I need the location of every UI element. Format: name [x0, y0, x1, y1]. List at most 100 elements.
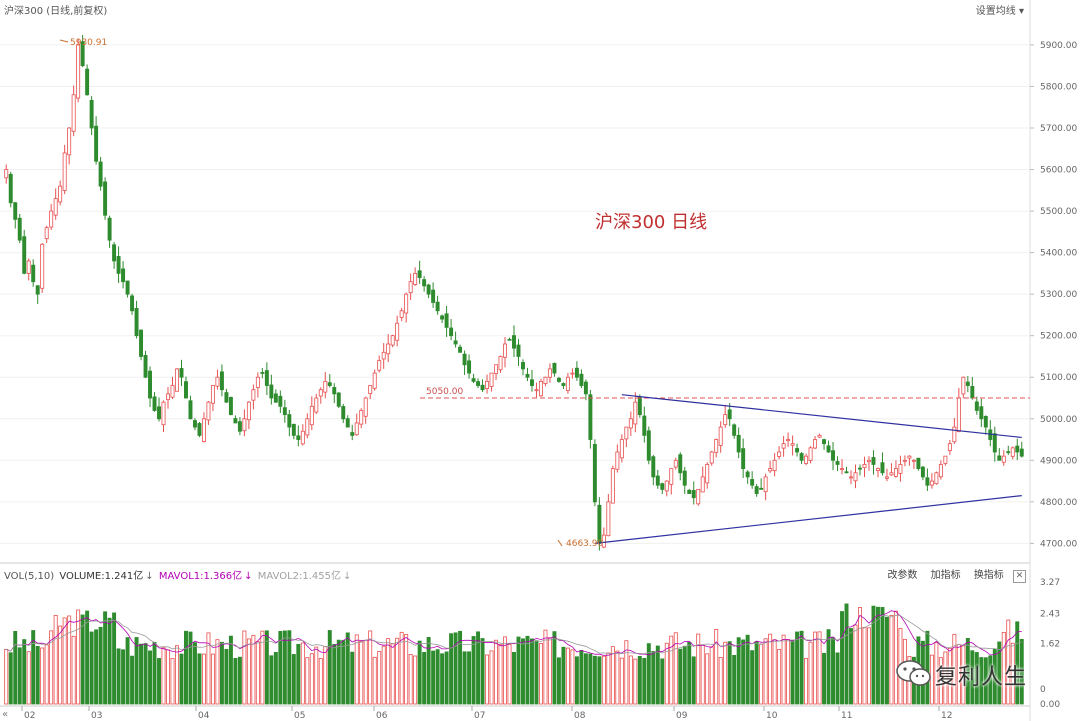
volume-bar: [130, 655, 135, 705]
scroll-left-icon[interactable]: «: [2, 709, 9, 720]
volume-bar: [417, 640, 422, 705]
volume-bar: [610, 646, 615, 705]
volume-bar: [700, 644, 705, 705]
candle-body: [112, 244, 117, 262]
candle-body: [619, 439, 624, 459]
candle-body: [498, 356, 503, 371]
x-tick-label: 03: [91, 711, 102, 721]
candle-body: [85, 68, 90, 96]
candle-body: [660, 483, 665, 490]
volume-bar: [646, 643, 651, 705]
switch-indicator-button[interactable]: 换指标: [973, 570, 1004, 581]
volume-bar: [543, 629, 548, 705]
candle-body: [1010, 447, 1015, 457]
candle-body: [633, 401, 638, 425]
y-tick-label: 5700.00: [1040, 124, 1077, 134]
candle-body: [705, 464, 710, 484]
candle-body: [44, 227, 49, 240]
volume-bar: [103, 611, 108, 705]
volume-bar: [341, 640, 346, 705]
candle-body: [745, 471, 750, 478]
candle-body: [835, 461, 840, 465]
volume-bar: [161, 647, 166, 705]
volume-bar: [601, 655, 606, 705]
candle-body: [813, 439, 818, 449]
volume-bar: [556, 657, 561, 705]
candle-body: [871, 457, 876, 465]
candle-body: [386, 343, 391, 355]
ma-settings-button[interactable]: 设置均线 ▾: [975, 6, 1024, 17]
candle-body: [157, 406, 161, 420]
volume-bar: [583, 653, 588, 705]
volume-bar: [547, 637, 552, 705]
chart-center-title: 沪深300 日线: [595, 212, 707, 233]
volume-bar: [552, 631, 557, 705]
candle-body: [31, 264, 36, 283]
candle-body: [574, 367, 579, 378]
volume-bar: [835, 652, 840, 705]
volume-bar: [26, 651, 31, 705]
candle-body: [525, 373, 530, 378]
candle-body: [997, 455, 1002, 461]
candle-body: [318, 389, 323, 397]
high-marker: [59, 39, 69, 43]
volume-bar: [772, 639, 777, 705]
close-icon[interactable]: ✕: [1013, 570, 1026, 583]
volume-bar: [89, 631, 94, 705]
change-params-button[interactable]: 改参数: [887, 570, 918, 581]
candle-body: [210, 385, 215, 404]
volume-bar: [282, 630, 287, 705]
volume-bar: [750, 650, 755, 705]
candle-body: [323, 380, 328, 393]
volume-bar: [278, 631, 283, 705]
volume-bar: [880, 607, 885, 705]
candle-body: [76, 44, 81, 99]
candle-body: [547, 368, 552, 378]
volume-bar: [377, 651, 382, 705]
volume-value: VOLUME:1.241亿: [59, 571, 144, 582]
volume-bar: [992, 648, 997, 705]
volume-bar: [516, 636, 521, 705]
candle-body: [233, 418, 238, 424]
volume-bar: [179, 653, 184, 705]
candle-body: [700, 476, 705, 493]
volume-bar: [260, 630, 265, 705]
volume-bar: [615, 650, 620, 705]
candle-body: [242, 418, 247, 432]
volume-bar: [588, 653, 593, 705]
volume-bar: [664, 642, 669, 705]
volume-bar: [17, 647, 22, 705]
volume-bar: [287, 630, 292, 705]
volume-bar: [139, 643, 144, 705]
volume-bar: [359, 640, 364, 705]
candle-body: [390, 335, 395, 346]
candle-body: [615, 451, 620, 470]
mavol1-value: MAVOL1:1.366亿: [158, 571, 243, 582]
candle-body: [13, 202, 18, 220]
candle-body: [300, 430, 305, 445]
candle-body: [979, 406, 984, 420]
volume-bar: [592, 655, 597, 705]
candle-body: [696, 488, 701, 505]
vol-tick-label: 2.43: [1040, 609, 1060, 619]
volume-bar: [210, 653, 215, 705]
volume-bar: [148, 650, 153, 705]
volume-bar: [40, 647, 45, 705]
volume-bar: [691, 656, 696, 705]
volume-bar: [678, 648, 683, 705]
volume-bar: [1019, 638, 1024, 705]
volume-bar: [628, 655, 633, 705]
volume-bar: [134, 637, 139, 705]
add-indicator-button[interactable]: 加指标: [930, 570, 961, 581]
volume-bar: [606, 652, 611, 705]
candle-body: [188, 400, 193, 420]
volume-bar: [318, 658, 323, 705]
candle-body: [26, 260, 31, 274]
candle-body: [750, 479, 755, 486]
volume-bar: [705, 653, 710, 705]
candle-body: [40, 243, 45, 289]
volume-bar: [368, 630, 373, 705]
candle-body: [237, 421, 242, 432]
volume-bar: [507, 644, 512, 705]
volume-bar: [242, 630, 247, 705]
